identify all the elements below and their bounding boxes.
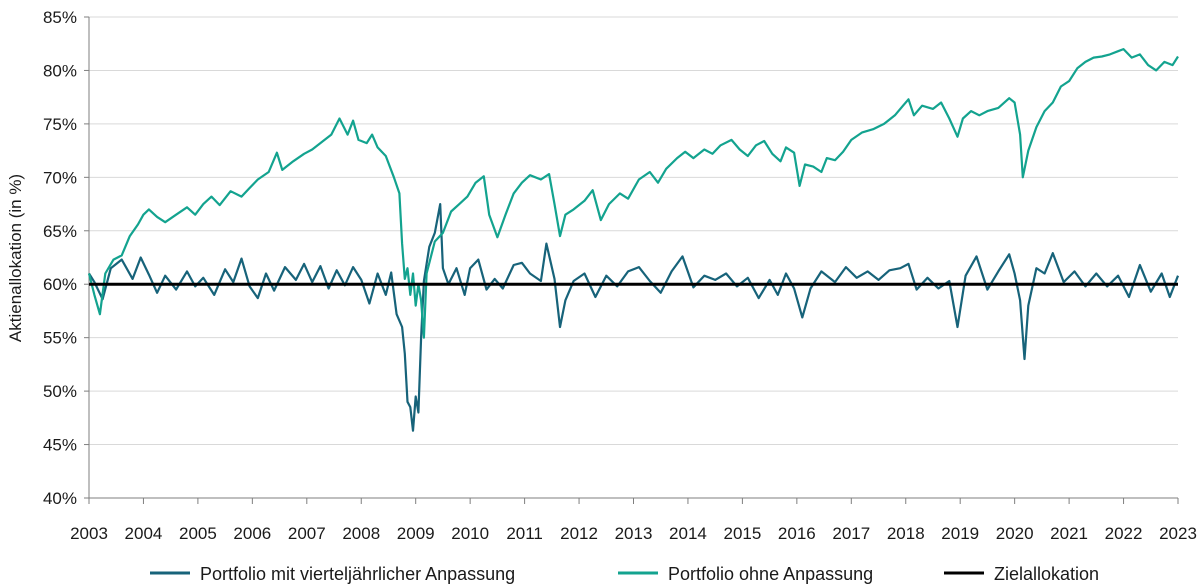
legend: Portfolio mit vierteljährlicher Anpassun… bbox=[150, 564, 1099, 584]
x-tick-label: 2017 bbox=[832, 524, 870, 543]
x-tick-label: 2020 bbox=[996, 524, 1034, 543]
x-tick-label: 2007 bbox=[288, 524, 326, 543]
x-tick-label: 2005 bbox=[179, 524, 217, 543]
x-tick-label: 2015 bbox=[723, 524, 761, 543]
series-line-unadjusted bbox=[87, 48, 1179, 339]
y-tick-label: 55% bbox=[43, 329, 77, 348]
gridlines bbox=[89, 16, 1178, 446]
x-tick-label: 2003 bbox=[70, 524, 108, 543]
series-line-quarterly bbox=[88, 203, 1180, 432]
legend-entry-quarterly: Portfolio mit vierteljährlicher Anpassun… bbox=[150, 564, 515, 584]
legend-label: Portfolio ohne Anpassung bbox=[668, 564, 873, 584]
x-tick-label: 2009 bbox=[397, 524, 435, 543]
y-tick-label: 45% bbox=[43, 436, 77, 455]
y-tick-label: 80% bbox=[43, 61, 77, 80]
y-tick-label: 75% bbox=[43, 115, 77, 134]
x-tick-label: 2022 bbox=[1105, 524, 1143, 543]
legend-label: Zielallokation bbox=[994, 564, 1099, 584]
x-tick-label: 2013 bbox=[615, 524, 653, 543]
x-tick-label: 2012 bbox=[560, 524, 598, 543]
legend-label: Portfolio mit vierteljährlicher Anpassun… bbox=[200, 564, 515, 584]
y-tick-label: 60% bbox=[43, 275, 77, 294]
x-tick-label: 2011 bbox=[506, 524, 543, 543]
x-tick-label: 2021 bbox=[1050, 524, 1088, 543]
y-axis-title: Aktienallokation (in %) bbox=[6, 174, 25, 342]
y-tick-label: 85% bbox=[43, 8, 77, 27]
y-tick-label: 65% bbox=[43, 222, 77, 241]
x-tick-label: 2010 bbox=[451, 524, 489, 543]
x-tick-label: 2014 bbox=[669, 524, 707, 543]
y-tick-label: 70% bbox=[43, 168, 77, 187]
x-tick-label: 2004 bbox=[125, 524, 163, 543]
x-tick-label: 2023 bbox=[1159, 524, 1197, 543]
legend-entry-target: Zielallokation bbox=[944, 564, 1099, 584]
y-tick-label: 40% bbox=[43, 489, 77, 508]
x-tick-label: 2019 bbox=[941, 524, 979, 543]
y-tick-label: 50% bbox=[43, 382, 77, 401]
series-lines bbox=[87, 48, 1180, 432]
legend-entry-unadjusted: Portfolio ohne Anpassung bbox=[618, 564, 873, 584]
x-tick-label: 2018 bbox=[887, 524, 925, 543]
axes: 40% 45% 50% 55% 60% 65% 70% 75% 80% 85% 2003 2004 20… bbox=[43, 8, 1197, 543]
x-tick-label: 2006 bbox=[233, 524, 271, 543]
x-tick-label: 2008 bbox=[342, 524, 380, 543]
x-tick-label: 2016 bbox=[778, 524, 816, 543]
